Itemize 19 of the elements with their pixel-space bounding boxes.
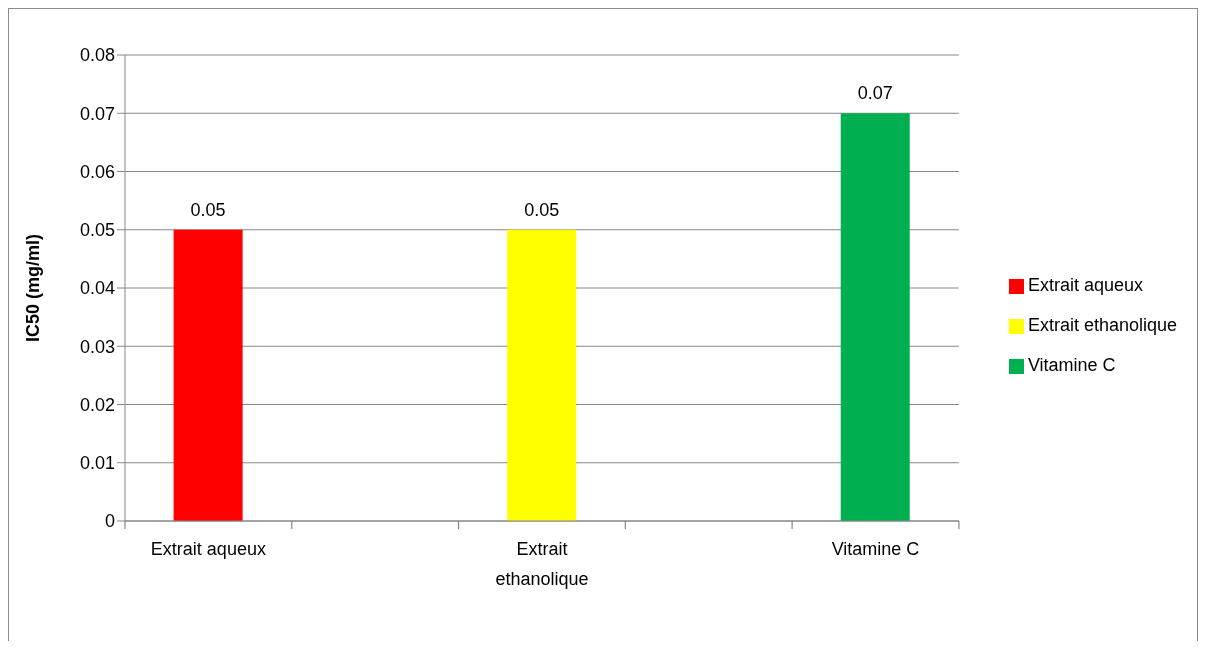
legend-label: Extrait aqueux (1027, 275, 1143, 295)
y-tick-label: 0.04 (79, 278, 115, 299)
y-tick-label: 0.01 (79, 453, 115, 474)
legend-label: Extrait ethanolique (1027, 315, 1177, 335)
y-axis-title: IC50 (mg/ml) (23, 233, 44, 343)
data-label: 0.07 (857, 83, 893, 104)
y-tick-label: 0.02 (79, 394, 115, 415)
legend-label: Vitamine C (1027, 355, 1116, 375)
y-tick-label: 0 (104, 511, 115, 532)
x-tick-label: Extrait ethanolique (495, 539, 589, 589)
y-tick-label: 0.06 (79, 161, 115, 182)
y-tick-label: 0.05 (79, 220, 115, 241)
data-label: 0.05 (524, 199, 560, 220)
y-tick-label: 0.08 (79, 45, 115, 66)
y-tick-label: 0.07 (79, 103, 115, 124)
x-tick-label: Extrait aqueux (150, 539, 266, 559)
y-tick-label: 0.03 (79, 336, 115, 357)
data-label: 0.05 (190, 199, 226, 220)
x-tick-label: Vitamine C (831, 539, 920, 559)
